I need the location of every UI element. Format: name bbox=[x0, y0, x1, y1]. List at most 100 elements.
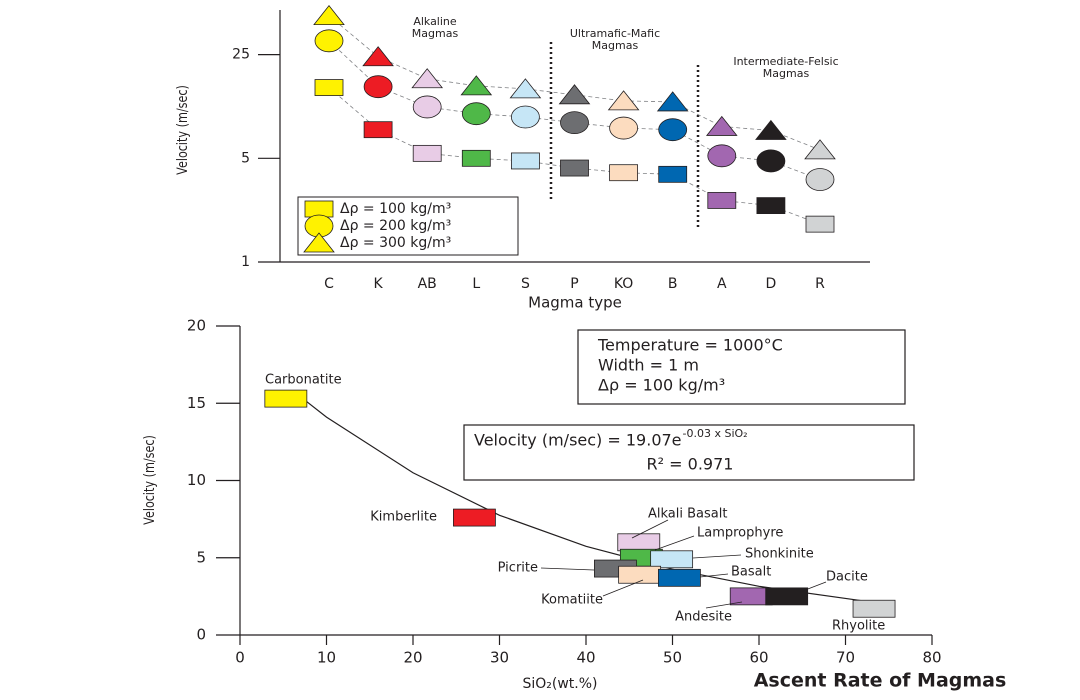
data-point bbox=[765, 587, 809, 606]
circle-marker bbox=[560, 111, 589, 135]
r-squared: R² = 0.971 bbox=[647, 455, 734, 474]
triangle-marker bbox=[755, 119, 787, 140]
x-tick-label: S bbox=[521, 276, 530, 292]
x-tick-label: B bbox=[668, 276, 678, 292]
x-tick-label: 10 bbox=[317, 649, 336, 667]
point-label: Dacite bbox=[826, 570, 868, 585]
group-label: Magmas bbox=[763, 67, 810, 80]
group-label: Magmas bbox=[412, 27, 459, 40]
triangle-marker bbox=[313, 5, 345, 26]
legend-label: Δρ = 100 kg/m³ bbox=[340, 201, 451, 217]
equation: Velocity (m/sec) = 19.07e bbox=[474, 431, 682, 450]
data-point bbox=[617, 533, 661, 552]
x-tick-label: L bbox=[472, 276, 480, 292]
square-marker bbox=[510, 152, 540, 170]
leader-line bbox=[654, 535, 695, 551]
point-label: Picrite bbox=[498, 561, 538, 576]
x-tick-label: D bbox=[766, 276, 777, 292]
fit-curve bbox=[304, 399, 872, 603]
equation-box bbox=[463, 424, 915, 481]
leader-line bbox=[692, 554, 742, 559]
circle-marker bbox=[707, 144, 737, 168]
triangle-marker bbox=[607, 90, 640, 111]
square-marker bbox=[707, 192, 737, 209]
leader-line bbox=[540, 567, 595, 571]
circle-marker bbox=[609, 116, 638, 140]
point-label: Carbonatite bbox=[265, 373, 342, 388]
triangle-marker bbox=[705, 115, 738, 136]
x-tick-label: 60 bbox=[749, 649, 768, 667]
y-tick-label: 20 bbox=[187, 317, 206, 335]
equation-exponent: -0.03 x SiO₂ bbox=[683, 427, 748, 440]
legend-label: Δρ = 200 kg/m³ bbox=[340, 218, 451, 234]
x-tick-label: 30 bbox=[490, 649, 509, 667]
triangle-marker bbox=[509, 78, 542, 99]
data-point bbox=[650, 550, 694, 569]
condition-text: Δρ = 100 kg/m³ bbox=[598, 376, 725, 395]
data-point bbox=[658, 568, 701, 587]
x-tick-label: C bbox=[324, 276, 334, 292]
group-label: Magmas bbox=[592, 39, 639, 52]
triangle-marker bbox=[460, 75, 493, 96]
point-label: Shonkinite bbox=[745, 547, 814, 562]
square-marker bbox=[756, 197, 786, 215]
point-label: Basalt bbox=[731, 565, 771, 580]
triangle-marker bbox=[411, 68, 444, 89]
y-tick-label: 1 bbox=[241, 254, 250, 270]
circle-marker bbox=[314, 29, 344, 53]
x-tick-label: R bbox=[815, 276, 825, 292]
x-tick-label: 50 bbox=[663, 649, 682, 667]
point-label: Lamprophyre bbox=[697, 526, 783, 541]
x-tick-label: 20 bbox=[403, 649, 422, 667]
circle-marker bbox=[363, 75, 393, 99]
triangle-marker bbox=[558, 84, 591, 105]
x-tick-label: 70 bbox=[836, 649, 855, 667]
y-tick-label: 15 bbox=[187, 394, 206, 412]
y-axis-label: Velocity (m/sec) bbox=[141, 435, 158, 525]
group-label: Ultramafic-Mafic bbox=[570, 27, 660, 40]
x-axis-label: Magma type bbox=[528, 294, 622, 312]
point-label: Komatiite bbox=[541, 593, 603, 608]
circle-marker bbox=[658, 118, 688, 142]
circle-marker bbox=[511, 105, 540, 129]
x-tick-label: 40 bbox=[576, 649, 595, 667]
x-tick-label: K bbox=[374, 276, 384, 292]
leader-line bbox=[705, 601, 743, 609]
y-tick-label: 10 bbox=[187, 471, 206, 489]
leader-line bbox=[631, 519, 669, 539]
x-axis-label: SiO₂(wt.%) bbox=[522, 676, 597, 692]
x-tick-label: 80 bbox=[922, 649, 941, 667]
circle-marker bbox=[412, 95, 442, 119]
figure-title: Ascent Rate of Magmas bbox=[754, 670, 1007, 692]
y-tick-label: 5 bbox=[196, 548, 206, 566]
square-marker bbox=[609, 164, 638, 182]
point-label: Andesite bbox=[675, 610, 732, 625]
square-marker bbox=[461, 149, 491, 167]
point-label: Rhyolite bbox=[832, 619, 885, 634]
x-tick-label: KO bbox=[614, 276, 633, 292]
y-axis-label: Velocity (m/sec) bbox=[174, 85, 191, 175]
x-tick-label: A bbox=[717, 276, 727, 292]
leader-line bbox=[699, 573, 729, 578]
point-label: Alkali Basalt bbox=[648, 507, 727, 522]
triangle-marker bbox=[362, 46, 394, 67]
data-point bbox=[264, 389, 308, 408]
square-marker bbox=[805, 215, 835, 233]
legend-label: Δρ = 300 kg/m³ bbox=[340, 235, 451, 251]
conditions-box bbox=[577, 329, 906, 405]
condition-text: Temperature = 1000°C bbox=[597, 336, 783, 355]
y-tick-label: 5 bbox=[241, 150, 250, 166]
square-marker bbox=[560, 159, 589, 177]
x-tick-label: P bbox=[570, 276, 578, 292]
x-tick-label: 0 bbox=[235, 649, 245, 667]
y-tick-label: 25 bbox=[232, 47, 250, 63]
legend-box bbox=[297, 196, 519, 256]
data-point bbox=[618, 565, 662, 584]
x-tick-label: AB bbox=[418, 276, 437, 292]
triangle-marker bbox=[804, 139, 836, 160]
square-marker bbox=[314, 79, 344, 96]
y-tick-label: 0 bbox=[196, 626, 206, 644]
circle-marker bbox=[805, 168, 835, 191]
condition-text: Width = 1 m bbox=[598, 356, 699, 375]
